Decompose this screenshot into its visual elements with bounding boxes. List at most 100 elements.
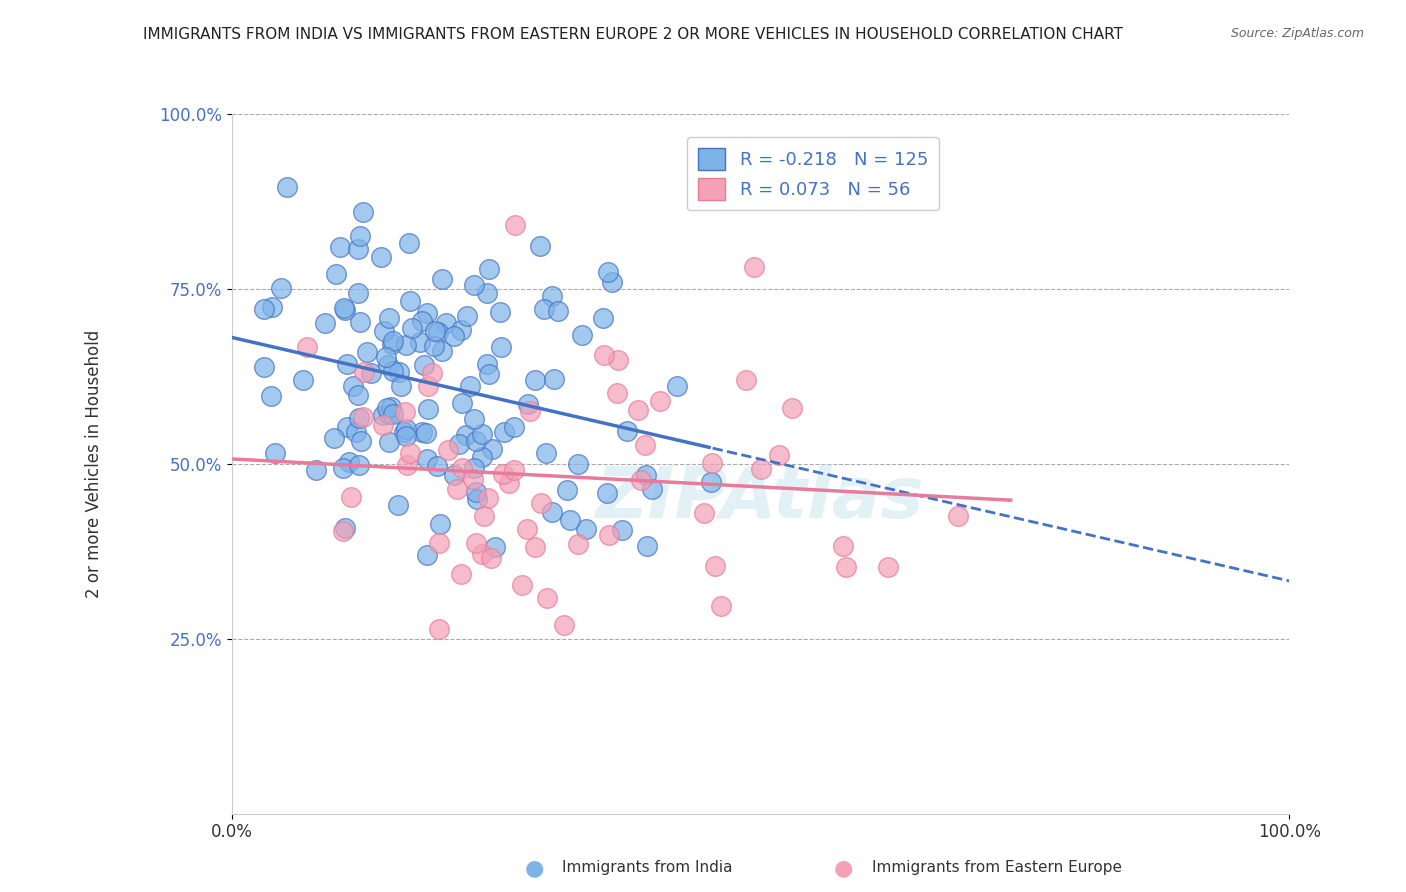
Point [325,268,347,282]
Point [529,239,551,253]
Point [332,461,354,475]
Point [835,560,858,574]
Point [458,378,481,392]
Text: Immigrants from India: Immigrants from India [562,861,733,875]
Point [260,301,283,315]
Point [381,334,404,348]
Point [637,539,659,553]
Point [575,522,598,536]
Point [463,461,485,475]
Point [472,508,495,523]
Point [456,309,478,323]
Point [416,401,439,416]
Point [342,378,364,392]
Point [305,463,328,477]
Point [395,338,418,352]
Point [323,431,346,445]
Text: Immigrants from Eastern Europe: Immigrants from Eastern Europe [872,861,1122,875]
Point [519,403,541,417]
Text: IMMIGRANTS FROM INDIA VS IMMIGRANTS FROM EASTERN EUROPE 2 OR MORE VEHICLES IN HO: IMMIGRANTS FROM INDIA VS IMMIGRANTS FROM… [142,27,1123,42]
Point [423,324,446,338]
Point [449,437,471,451]
Point [381,337,404,351]
Point [598,528,620,542]
Point [465,491,488,506]
Point [423,339,446,353]
Point [610,524,633,538]
Point [530,496,553,510]
Point [702,456,724,470]
Point [465,434,488,449]
Point [347,286,370,301]
Point [253,302,276,317]
Point [377,401,399,416]
Text: ●: ● [834,858,853,878]
Point [395,422,418,436]
Text: ●: ● [524,858,544,878]
Point [335,520,357,534]
Point [337,455,360,469]
Point [553,618,575,632]
Point [382,363,405,377]
Point [291,373,314,387]
Point [534,446,557,460]
Point [463,411,485,425]
Point [876,560,898,574]
Point [742,260,765,274]
Point [360,367,382,381]
Point [536,591,558,605]
Point [387,498,409,512]
Point [401,321,423,335]
Point [596,485,619,500]
Point [627,403,650,417]
Point [276,180,298,194]
Text: ZIPAtlas: ZIPAtlas [596,465,925,533]
Point [479,550,502,565]
Point [411,425,433,439]
Point [451,396,474,410]
Point [780,401,803,415]
Point [381,407,404,421]
Point [558,512,581,526]
Point [768,449,790,463]
Point [253,360,276,375]
Point [339,490,361,504]
Point [344,425,367,439]
Point [335,302,357,317]
Point [478,367,501,381]
Point [333,301,356,315]
Point [443,328,465,343]
Point [349,228,371,243]
Point [451,461,474,475]
Point [665,378,688,392]
Legend: R = -0.218   N = 125, R = 0.073   N = 56: R = -0.218 N = 125, R = 0.073 N = 56 [688,137,939,211]
Point [416,548,439,562]
Point [463,277,485,292]
Point [336,420,359,434]
Point [370,250,392,264]
Point [465,485,488,500]
Point [412,358,434,372]
Point [399,294,422,309]
Point [567,457,589,471]
Point [464,536,486,550]
Point [418,379,440,393]
Point [456,428,478,442]
Point [606,386,628,401]
Point [471,548,494,562]
Point [426,458,449,473]
Point [699,475,721,489]
Point [398,236,420,251]
Point [437,443,460,458]
Point [429,517,451,532]
Point [314,317,336,331]
Point [378,407,401,421]
Point [378,311,401,326]
Point [516,522,538,536]
Point [492,467,515,481]
Point [373,418,395,433]
Point [498,475,520,490]
Point [636,467,658,482]
Point [434,316,457,330]
Point [503,420,526,434]
